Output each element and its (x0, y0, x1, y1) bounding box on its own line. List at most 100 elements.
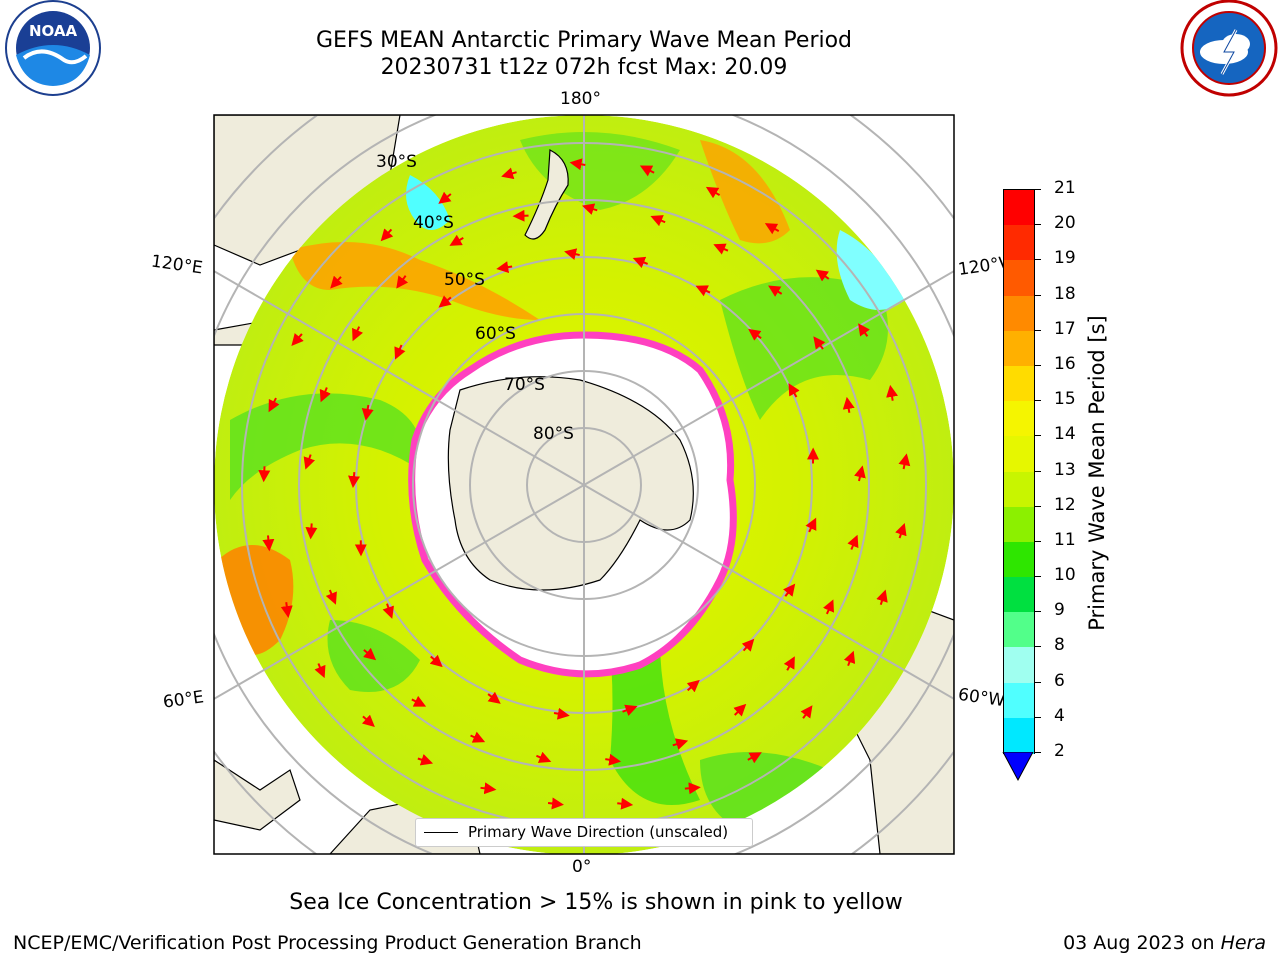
wave-direction-arrow (501, 167, 517, 180)
wave-direction-arrow (800, 705, 813, 719)
lat-label-70s: 70°S (504, 375, 545, 395)
colorbar-segment (1004, 647, 1034, 684)
colorbar-tick-label: 15 (1054, 389, 1076, 410)
colorbar-segment (1004, 506, 1034, 543)
wave-direction-arrow (713, 243, 729, 255)
colorbar-tick-mark (1034, 752, 1041, 753)
colorbar-tick-label: 9 (1054, 600, 1065, 621)
footer-credit: NCEP/EMC/Verification Post Processing Pr… (13, 932, 642, 954)
colorbar-tick-mark (1034, 259, 1041, 261)
wave-direction-arrow (815, 269, 830, 282)
colorbar-tick-label: 20 (1054, 213, 1076, 234)
colorbar-tick-label: 21 (1054, 178, 1076, 198)
wave-direction-arrow (898, 453, 911, 470)
wave-direction-arrow (639, 165, 655, 177)
colorbar-tick-label: 10 (1054, 565, 1076, 586)
colorbar-tick-mark (1034, 681, 1041, 683)
wave-direction-arrow (547, 797, 564, 810)
wave-direction-arrow (632, 256, 649, 269)
noaa-logo: NOAA (5, 0, 101, 96)
wave-direction-arrow (305, 523, 318, 540)
colorbar-tick-label: 17 (1054, 318, 1076, 339)
wave-direction-arrow (748, 328, 762, 341)
footer-host: Hera (1220, 932, 1266, 954)
colorbar-segment (1004, 541, 1034, 578)
wave-direction-arrow (380, 228, 394, 242)
colorbar-label: Primary Wave Mean Period [s] (1085, 315, 1109, 631)
wave-direction-arrow (847, 534, 859, 550)
lat-label-50s: 50°S (444, 270, 485, 290)
wave-direction-arrow (705, 186, 721, 199)
colorbar-tick-label: 14 (1054, 424, 1076, 445)
colorbar-extend-arrow (1002, 752, 1034, 782)
colorbar-segment (1004, 190, 1034, 226)
colorbar-tick-mark (1034, 294, 1041, 296)
wave-direction-arrow (258, 466, 271, 483)
footer-date-text: 03 Aug 2023 on (1063, 932, 1221, 954)
wave-direction-arrow (438, 295, 452, 308)
colorbar-segment (1004, 436, 1034, 472)
colorbar-segment (1004, 717, 1034, 754)
colorbar-tick-label: 4 (1054, 705, 1065, 726)
colorbar-tick-mark (1034, 224, 1041, 226)
wave-direction-arrow (650, 215, 666, 227)
colorbar-tick-mark (1034, 540, 1041, 542)
wave-direction-arrow (686, 679, 700, 693)
wave-direction-arrow (684, 782, 701, 795)
map-frame (213, 114, 955, 855)
wave-direction-arrow (325, 589, 337, 605)
wave-direction-arrow (438, 191, 452, 204)
wave-direction-arrow (886, 384, 898, 401)
colorbar-segment (1004, 330, 1034, 367)
legend-line-symbol (424, 832, 458, 833)
wave-direction-arrow (496, 261, 513, 274)
colorbar-segment (1004, 612, 1034, 648)
wave-direction-arrow (858, 323, 870, 337)
lat-label-40s: 40°S (413, 213, 454, 233)
colorbar-tick-mark (1034, 505, 1041, 507)
wave-direction-arrow (411, 695, 427, 707)
wave-direction-arrow (617, 797, 634, 810)
wave-direction-arrow (394, 344, 406, 360)
colorbar-segment (1004, 577, 1034, 613)
wave-direction-arrow (895, 522, 907, 539)
lat-label-30s: 30°S (376, 152, 417, 172)
colorbar-tick-label: 18 (1054, 283, 1076, 304)
wave-direction-arrows (258, 158, 911, 810)
wave-direction-arrow (314, 663, 326, 679)
wave-direction-arrow (564, 248, 580, 260)
wave-direction-arrow (764, 223, 780, 235)
wave-direction-arrow (733, 703, 747, 717)
colorbar-segment (1004, 225, 1034, 261)
colorbar-tick-mark (1034, 470, 1041, 472)
wave-direction-arrow (429, 654, 443, 668)
wave-direction-arrow (352, 326, 364, 342)
chart-subtitle: 20230731 t12z 072h fcst Max: 20.09 (380, 55, 788, 80)
wave-direction-arrow (581, 203, 598, 215)
wave-direction-arrow (788, 383, 800, 398)
wave-direction-arrow (480, 782, 497, 795)
wave-direction-arrow (280, 602, 293, 619)
colorbar-tick-label: 2 (1054, 741, 1065, 761)
wave-direction-arrow (823, 599, 834, 615)
colorbar-tick-label: 12 (1054, 494, 1076, 515)
wave-direction-arrow (330, 275, 343, 289)
wave-direction-arrow (262, 535, 275, 552)
colorbar-tick-mark (1034, 400, 1041, 402)
colorbar (1003, 189, 1035, 754)
colorbar-segment (1004, 682, 1034, 719)
wave-direction-arrow (622, 704, 638, 716)
nws-logo (1180, 0, 1278, 97)
colorbar-tick-mark (1034, 611, 1041, 613)
lon-label-180: 180° (560, 89, 601, 109)
map-legend: Primary Wave Direction (unscaled) (415, 818, 753, 847)
wave-direction-arrow (605, 753, 622, 766)
colorbar-tick-label: 6 (1054, 670, 1065, 691)
ice-note: Sea Ice Concentration > 15% is shown in … (289, 890, 903, 915)
wave-direction-arrow (319, 387, 331, 403)
wave-direction-arrow (417, 754, 434, 766)
colorbar-segment (1004, 260, 1034, 297)
lat-label-60s: 60°S (475, 324, 516, 344)
colorbar-tick-mark (1034, 189, 1041, 190)
wave-direction-arrow (382, 603, 394, 619)
